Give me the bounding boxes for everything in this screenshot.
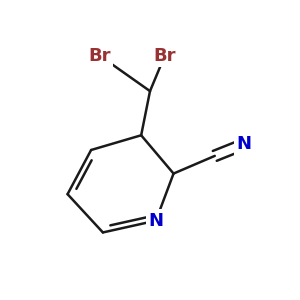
Text: N: N <box>148 212 164 230</box>
Text: Br: Br <box>154 47 176 65</box>
Text: Br: Br <box>89 47 111 65</box>
Text: N: N <box>237 135 252 153</box>
